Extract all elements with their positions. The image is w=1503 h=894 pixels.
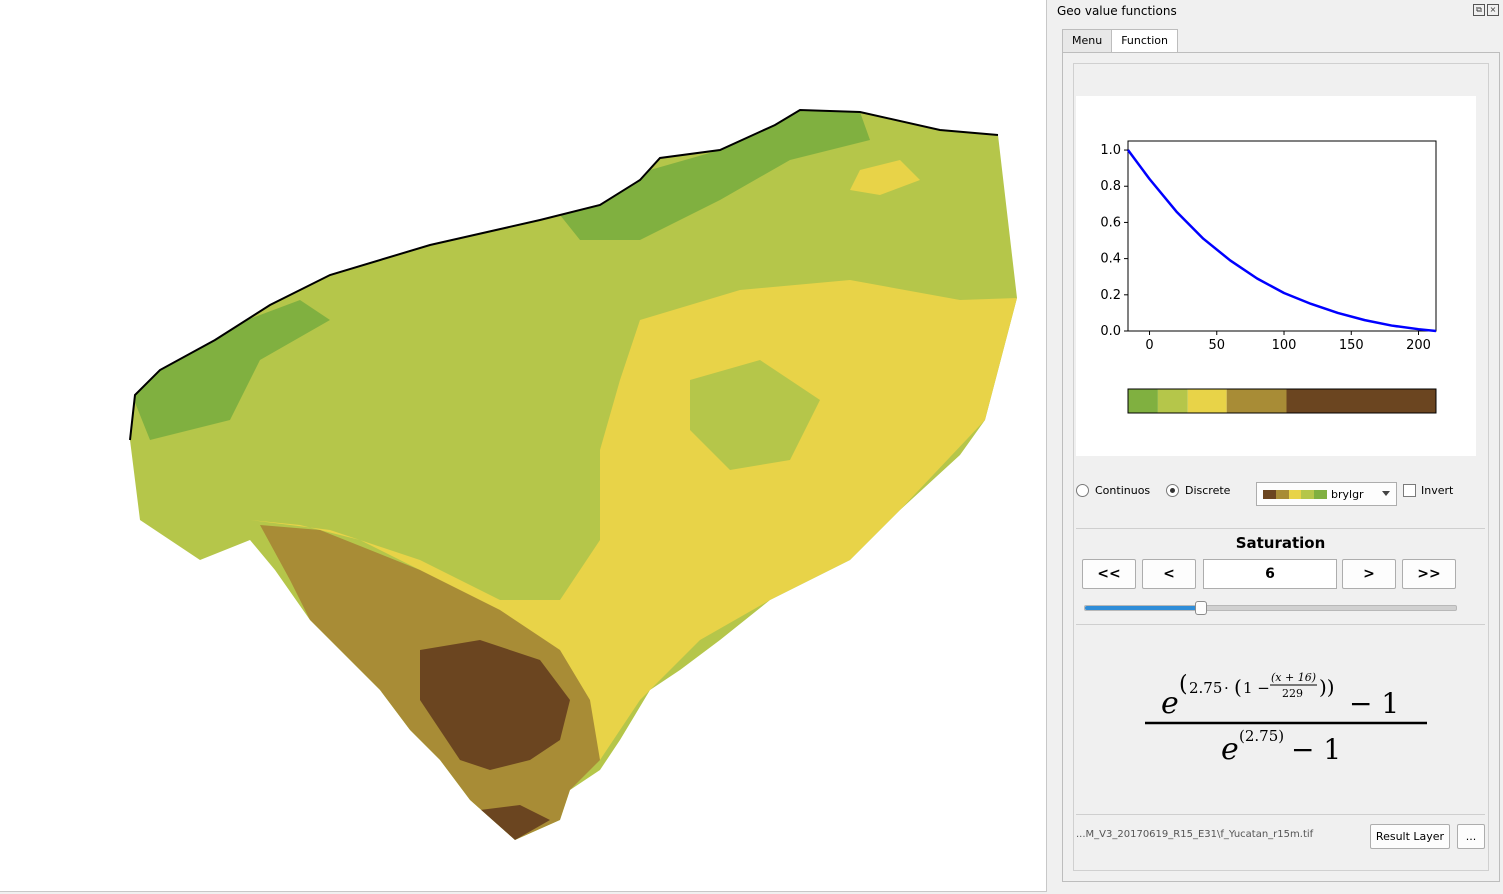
- formula-frac-den: 229: [1282, 687, 1303, 700]
- result-layer-button[interactable]: Result Layer: [1370, 824, 1450, 849]
- x-tick-label: 50: [1208, 338, 1225, 353]
- invert-checkbox[interactable]: Invert: [1403, 484, 1453, 497]
- region-brown-core: [420, 640, 570, 770]
- region-yellow-east: [250, 280, 1017, 760]
- y-tick-label: 0.2: [1100, 288, 1121, 303]
- x-tick-label: 100: [1272, 338, 1297, 353]
- invert-label: Invert: [1421, 484, 1454, 497]
- output-row: ...M_V3_20170619_R15_E31\f_Yucatan_r15m.…: [1076, 814, 1485, 851]
- region-yellow-north: [850, 160, 920, 195]
- function-tab-body: 0 50 100 150 200 0.0 0.2 0.4 0.6 0.8 1.0 Continuos…: [1062, 52, 1500, 882]
- radio-continuous[interactable]: Continuos: [1076, 484, 1150, 497]
- radio-continuous-label: Continuos: [1095, 484, 1151, 497]
- prev-button[interactable]: <: [1142, 559, 1196, 589]
- y-tick-label: 0.8: [1100, 179, 1121, 194]
- y-tick-label: 0.0: [1100, 324, 1121, 339]
- formula-coef: 2.75: [1189, 679, 1222, 697]
- colorbar-frame: [1127, 388, 1437, 414]
- swatch-segment: [1314, 489, 1327, 499]
- region-lime-patch: [690, 360, 820, 470]
- colorbar-segment: [1128, 389, 1158, 413]
- coastline: [129, 108, 999, 441]
- saturation-group: Saturation << < 6 > >>: [1076, 528, 1485, 625]
- saturation-value-field[interactable]: 6: [1203, 559, 1337, 589]
- saturation-slider-handle[interactable]: [1195, 601, 1207, 615]
- colorbar-segment: [1187, 389, 1227, 413]
- x-tick-label: 200: [1406, 338, 1431, 353]
- chart-svg: 0 50 100 150 200 0.0 0.2 0.4 0.6 0.8 1.0: [1100, 140, 1437, 414]
- map-canvas[interactable]: [0, 0, 1047, 892]
- formula-paren-open: (: [1179, 672, 1188, 697]
- function-frame: 0 50 100 150 200 0.0 0.2 0.4 0.6 0.8 1.0 Continuos…: [1073, 63, 1489, 871]
- swatch-segment: [1288, 489, 1302, 499]
- formula-minus-one-den: − 1: [1291, 733, 1341, 766]
- browse-button[interactable]: ...: [1457, 824, 1485, 849]
- region-green-north: [560, 110, 870, 240]
- close-icon[interactable]: ×: [1487, 4, 1499, 16]
- saturation-slider-fill: [1085, 606, 1200, 610]
- function-plot: 0 50 100 150 200 0.0 0.2 0.4 0.6 0.8 1.0: [1076, 96, 1476, 456]
- formula-display: e ( 2.75 · ( 1 − (x + 16) 229 )) − 1 e (…: [1076, 629, 1485, 809]
- y-tick-label: 0.6: [1100, 215, 1121, 230]
- series-line: [1126, 149, 1437, 333]
- plot-frame: [1127, 140, 1437, 332]
- formula-one: 1 −: [1243, 679, 1270, 697]
- colorbar-segment: [1286, 389, 1436, 413]
- saturation-slider[interactable]: [1084, 601, 1457, 615]
- radio-continuous-dot[interactable]: [1076, 484, 1089, 497]
- tab-function[interactable]: Function: [1111, 29, 1178, 54]
- formula-den-exp: (2.75): [1239, 727, 1284, 745]
- region-brown-tip: [480, 805, 550, 840]
- colormap-name: brylgr: [1331, 487, 1364, 501]
- first-button[interactable]: <<: [1082, 559, 1136, 589]
- radio-discrete[interactable]: Discrete: [1166, 484, 1230, 497]
- swatch-segment: [1263, 489, 1276, 499]
- next-button[interactable]: >: [1342, 559, 1396, 589]
- tab-menu[interactable]: Menu: [1062, 29, 1113, 53]
- formula-minus-one-num: − 1: [1349, 687, 1399, 720]
- region-green-coast: [130, 300, 330, 440]
- panel-title: Geo value functions: [1057, 4, 1177, 18]
- panel-splitter[interactable]: [1047, 0, 1053, 894]
- swatch-segment: [1301, 489, 1315, 499]
- formula-svg: e ( 2.75 · ( 1 − (x + 16) 229 )) − 1 e (…: [1144, 671, 1427, 767]
- formula-parens-close: )): [1319, 675, 1335, 699]
- formula-dot: ·: [1224, 679, 1229, 697]
- colorbar-segment: [1226, 389, 1287, 413]
- swatch-segment: [1275, 489, 1289, 499]
- formula-paren2-open: (: [1234, 675, 1242, 699]
- raster-map: [129, 108, 1017, 840]
- colormap-select[interactable]: brylgr: [1256, 482, 1397, 506]
- formula-frac-num: (x + 16): [1271, 671, 1316, 684]
- float-icon[interactable]: ⧉: [1473, 4, 1485, 16]
- invert-checkbox-box[interactable]: [1403, 484, 1416, 497]
- chevron-down-icon: [1382, 491, 1390, 496]
- radio-discrete-dot[interactable]: [1166, 484, 1179, 497]
- output-path: ...M_V3_20170619_R15_E31\f_Yucatan_r15m.…: [1076, 829, 1314, 840]
- y-tick-label: 0.4: [1100, 252, 1121, 267]
- geo-value-functions-panel: Geo value functions ⧉ × Menu Function 0 5…: [1053, 0, 1503, 894]
- colormap-swatch: [1263, 489, 1327, 499]
- x-tick-label: 0: [1145, 338, 1153, 353]
- formula-e-num: e: [1161, 686, 1179, 721]
- y-tick-label: 1.0: [1100, 143, 1121, 158]
- mode-controls: Continuos Discrete brylgr Invert: [1076, 482, 1496, 506]
- colorbar-segment: [1157, 389, 1188, 413]
- saturation-title: Saturation: [1235, 534, 1326, 552]
- x-tick-label: 150: [1339, 338, 1364, 353]
- last-button[interactable]: >>: [1402, 559, 1456, 589]
- formula-e-den: e: [1221, 732, 1239, 767]
- radio-discrete-label: Discrete: [1185, 484, 1231, 497]
